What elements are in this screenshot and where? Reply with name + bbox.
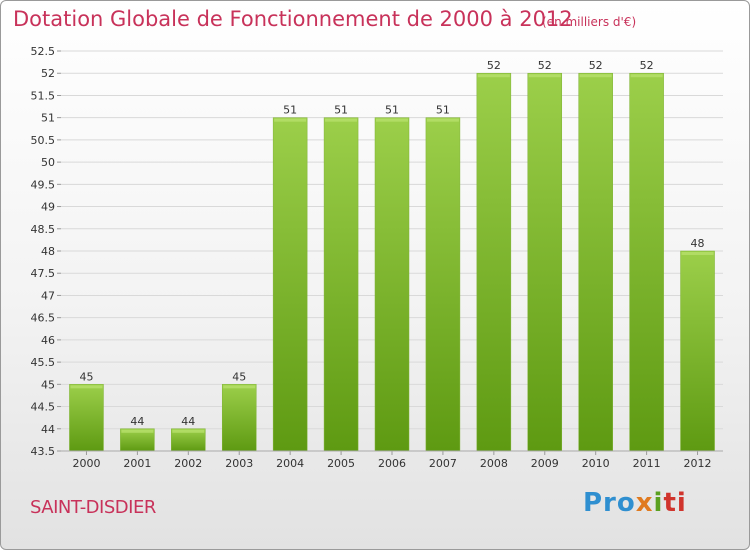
y-axis-ticks: 43.5 44 44.5 45 45.5 46 46.5 47 47.5 48 48.5 49 49.5… xyxy=(31,45,61,458)
y-tick-label: 44 xyxy=(41,423,55,436)
proxiti-logo[interactable]: Proxiti xyxy=(583,488,687,518)
x-tick-label: 2010 xyxy=(582,457,610,470)
logo-part-4: ti xyxy=(663,488,687,518)
bar-highlight xyxy=(681,252,714,255)
bar-value-label: 52 xyxy=(538,59,552,72)
y-tick-label: 52 xyxy=(41,67,55,80)
y-tick-label: 47.5 xyxy=(31,267,56,280)
y-tick-label: 48 xyxy=(41,245,55,258)
bar-highlight xyxy=(426,118,459,122)
commune-name: SAINT-DISDIER xyxy=(30,497,156,518)
bar-highlight xyxy=(121,429,154,433)
y-tick-label: 43.5 xyxy=(31,445,56,458)
bar-highlight xyxy=(376,118,408,122)
bar-value-label: 45 xyxy=(79,370,93,383)
bar-value-label: 52 xyxy=(487,59,501,72)
y-tick-label: 52.5 xyxy=(31,45,56,58)
x-tick-label: 2005 xyxy=(327,457,355,470)
bar-2010 xyxy=(578,72,613,452)
bar-value-labels: 45 44 44 45 51 51 51 51 52 52 52 52 48 xyxy=(79,59,704,428)
y-tick-label: 45 xyxy=(41,378,55,391)
x-tick-label: 2003 xyxy=(225,457,253,470)
y-tick-label: 44.5 xyxy=(31,401,56,414)
logo-part-3: i xyxy=(653,488,664,518)
bar-highlight xyxy=(70,385,103,389)
y-tick-label: 46 xyxy=(41,334,55,347)
bar-value-label: 52 xyxy=(589,59,603,72)
y-tick-label: 46.5 xyxy=(31,312,56,325)
bar-highlight xyxy=(477,74,510,78)
bar-highlight xyxy=(528,74,561,78)
chart-unit-note: (en milliers d'€) xyxy=(542,15,637,29)
bar-value-label: 44 xyxy=(130,415,144,428)
bar-2003 xyxy=(221,384,257,452)
bar-2007 xyxy=(425,117,461,452)
bar-2012 xyxy=(680,250,715,452)
bar-highlight xyxy=(325,118,358,122)
x-tick-label: 2007 xyxy=(429,457,457,470)
bar-highlight xyxy=(274,118,307,122)
y-tick-label: 51 xyxy=(41,112,55,125)
x-tick-label: 2012 xyxy=(684,457,712,470)
bar-highlight xyxy=(172,429,205,433)
bar-2011 xyxy=(629,72,664,452)
bar-highlight xyxy=(579,74,612,78)
x-tick-label: 2008 xyxy=(480,457,508,470)
x-tick-label: 2002 xyxy=(174,457,202,470)
bar-value-label: 51 xyxy=(436,104,450,117)
y-tick-label: 49 xyxy=(41,201,55,214)
x-axis-ticks: 2000 2001 2002 2003 2004 2005 2006 2007 2008 2009… xyxy=(61,450,723,470)
bar-value-label: 51 xyxy=(334,104,348,117)
logo-part-1: Pro xyxy=(583,488,636,518)
y-tick-label: 45.5 xyxy=(31,356,56,369)
bar-highlight xyxy=(630,74,663,78)
x-tick-label: 2000 xyxy=(72,457,100,470)
x-tick-label: 2004 xyxy=(276,457,304,470)
y-tick-label: 51.5 xyxy=(31,89,56,102)
y-tick-label: 50 xyxy=(41,156,55,169)
bar-2000 xyxy=(69,384,104,452)
bar-2006 xyxy=(374,117,410,452)
bar-value-label: 45 xyxy=(232,370,246,383)
bar-highlight xyxy=(223,385,256,389)
x-tick-label: 2011 xyxy=(633,457,661,470)
bar-2005 xyxy=(323,117,359,452)
bar-value-label: 48 xyxy=(691,237,705,250)
y-tick-label: 48.5 xyxy=(31,223,56,236)
x-tick-label: 2009 xyxy=(531,457,559,470)
chart-title: Dotation Globale de Fonctionnement de 20… xyxy=(13,7,573,31)
y-tick-label: 49.5 xyxy=(31,178,56,191)
bar-value-label: 51 xyxy=(385,104,399,117)
bar-value-label: 44 xyxy=(181,415,195,428)
x-tick-label: 2006 xyxy=(378,457,406,470)
logo-part-2: x xyxy=(635,488,654,518)
y-tick-label: 47 xyxy=(41,289,55,302)
bars xyxy=(69,72,715,452)
bar-value-label: 52 xyxy=(640,59,654,72)
bar-2004 xyxy=(272,117,308,452)
bar-2008 xyxy=(476,72,512,452)
bar-value-label: 51 xyxy=(283,104,297,117)
y-tick-label: 50.5 xyxy=(31,134,56,147)
x-tick-label: 2001 xyxy=(123,457,151,470)
bar-2009 xyxy=(527,72,563,452)
